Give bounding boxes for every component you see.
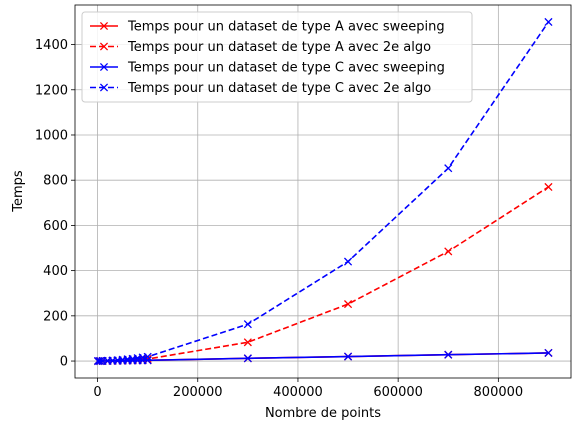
- legend-label: Temps pour un dataset de type A avec swe…: [127, 20, 445, 35]
- x-axis-label: Nombre de points: [265, 406, 381, 421]
- legend-marker: [99, 42, 109, 51]
- x-tick-label: 600000: [373, 385, 423, 400]
- data-point-marker: [143, 352, 152, 361]
- data-point-marker: [343, 257, 353, 266]
- y-tick-label: 1000: [35, 128, 68, 143]
- data-point-marker: [444, 350, 453, 359]
- data-point-marker: [343, 352, 353, 361]
- legend-marker: [99, 62, 109, 72]
- legend-label: Temps pour un dataset de type A avec 2e …: [127, 40, 431, 55]
- legend-marker: [99, 21, 109, 31]
- y-tick-label: 1200: [35, 83, 68, 98]
- legend-marker: [99, 83, 109, 92]
- y-axis-label: Temps: [11, 170, 26, 213]
- x-tick-label: 400000: [273, 385, 323, 400]
- data-point-marker: [544, 348, 553, 357]
- data-point-marker: [444, 164, 453, 173]
- y-axis-ticks: 0 200 400 600 800 1000 1200 1400: [35, 38, 75, 370]
- y-tick-label: 0: [60, 355, 68, 370]
- legend-label: Temps pour un dataset de type C avec 2e …: [127, 81, 431, 96]
- legend-box: [81, 11, 473, 103]
- data-point-marker: [243, 320, 252, 329]
- data-point-marker: [544, 182, 553, 192]
- data-point-marker: [343, 300, 353, 309]
- y-tick-label: 400: [43, 264, 68, 279]
- data-point-marker: [143, 356, 152, 365]
- data-point-marker: [544, 17, 553, 27]
- data-point-marker: [444, 247, 453, 256]
- x-axis-ticks: 0 200000 400000 600000 800000: [93, 378, 523, 400]
- data-point-marker: [95, 356, 105, 366]
- series-line: [98, 21, 550, 362]
- legend: Temps pour un dataset de type A avec swe…: [81, 11, 473, 103]
- y-tick-label: 1400: [35, 38, 68, 53]
- y-tick-label: 800: [43, 174, 68, 189]
- legend-label: Temps pour un dataset de type C avec swe…: [127, 61, 445, 76]
- x-tick-label: 200000: [173, 385, 223, 400]
- series-layer: [93, 17, 553, 366]
- x-tick-label: 800000: [474, 385, 524, 400]
- series-4: [93, 17, 553, 366]
- y-tick-label: 200: [43, 309, 68, 324]
- y-tick-label: 600: [43, 219, 68, 234]
- x-tick-label: 0: [93, 385, 101, 400]
- data-point-marker: [243, 354, 252, 363]
- data-point-marker: [243, 338, 252, 347]
- plot-frame: [74, 4, 572, 379]
